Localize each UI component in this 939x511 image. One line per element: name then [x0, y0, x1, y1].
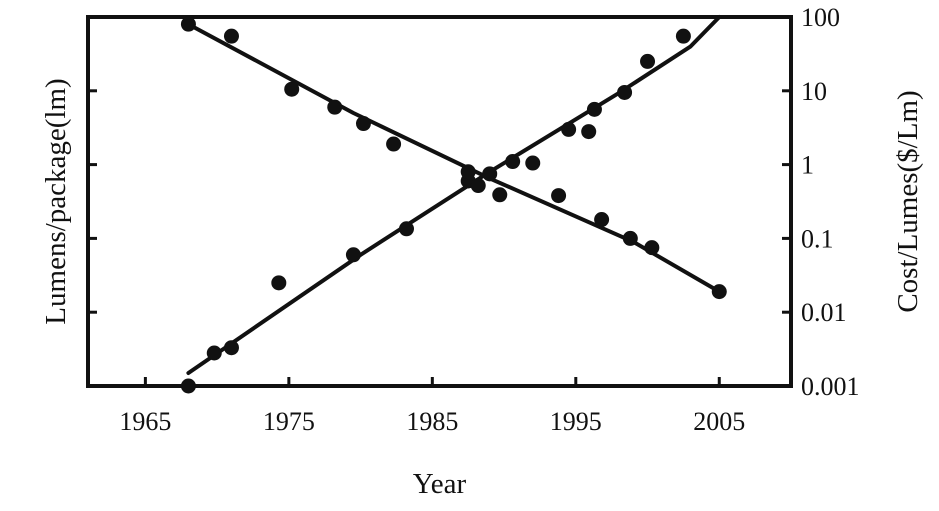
data-point — [492, 187, 508, 203]
data-point — [594, 212, 610, 228]
right-y-axis-title: Cost/Lumes($/Lm) — [892, 90, 924, 312]
data-point — [551, 188, 567, 204]
data-point — [460, 164, 476, 180]
data-point — [284, 81, 300, 97]
trend-line-2 — [186, 22, 722, 294]
data-point — [617, 84, 633, 100]
trend-lines — [186, 15, 722, 375]
x-tick-labels: 1965 1975 1985 1995 2005 — [119, 407, 745, 436]
data-point — [355, 116, 371, 132]
data-point — [345, 247, 361, 263]
data-point — [470, 178, 486, 194]
data-point — [223, 340, 239, 356]
data-point — [180, 378, 196, 394]
data-point — [482, 166, 498, 182]
right-y-tick-label: 1 — [801, 151, 814, 180]
data-point — [399, 221, 415, 237]
left-y-axis-title: Lumens/package(lm) — [40, 78, 72, 324]
data-point — [386, 136, 402, 152]
x-tick-label: 1985 — [406, 407, 458, 436]
x-tick-label: 2005 — [693, 407, 745, 436]
right-y-tick-label: 100 — [801, 3, 840, 32]
data-point — [271, 275, 287, 291]
data-point — [223, 28, 239, 44]
trend-line-1 — [186, 15, 722, 375]
right-y-tick-label: 10 — [801, 77, 827, 106]
data-points — [180, 16, 727, 394]
data-point — [327, 99, 343, 115]
data-point — [644, 240, 660, 256]
x-tick-label: 1995 — [550, 407, 602, 436]
data-point — [505, 154, 521, 170]
x-axis-title: Year — [413, 468, 467, 500]
data-point — [586, 101, 602, 117]
right-y-tick-label: 0.01 — [801, 298, 847, 327]
plot-frame — [86, 15, 793, 388]
data-point — [640, 53, 656, 69]
right-y-tick-label: 0.1 — [801, 224, 834, 253]
data-point — [525, 155, 541, 171]
data-point — [711, 284, 727, 300]
x-tick-label: 1975 — [263, 407, 315, 436]
data-point — [675, 28, 691, 44]
right-y-tick-label: 0.001 — [801, 372, 860, 401]
data-point — [561, 121, 577, 137]
data-point — [180, 16, 196, 32]
x-tick-label: 1965 — [119, 407, 171, 436]
data-point — [581, 124, 597, 140]
y-tick-labels: 0.001 0.01 0.1 1 10 100 — [801, 3, 860, 401]
data-point — [622, 230, 638, 246]
data-point — [206, 345, 222, 361]
plot-border — [86, 15, 793, 388]
